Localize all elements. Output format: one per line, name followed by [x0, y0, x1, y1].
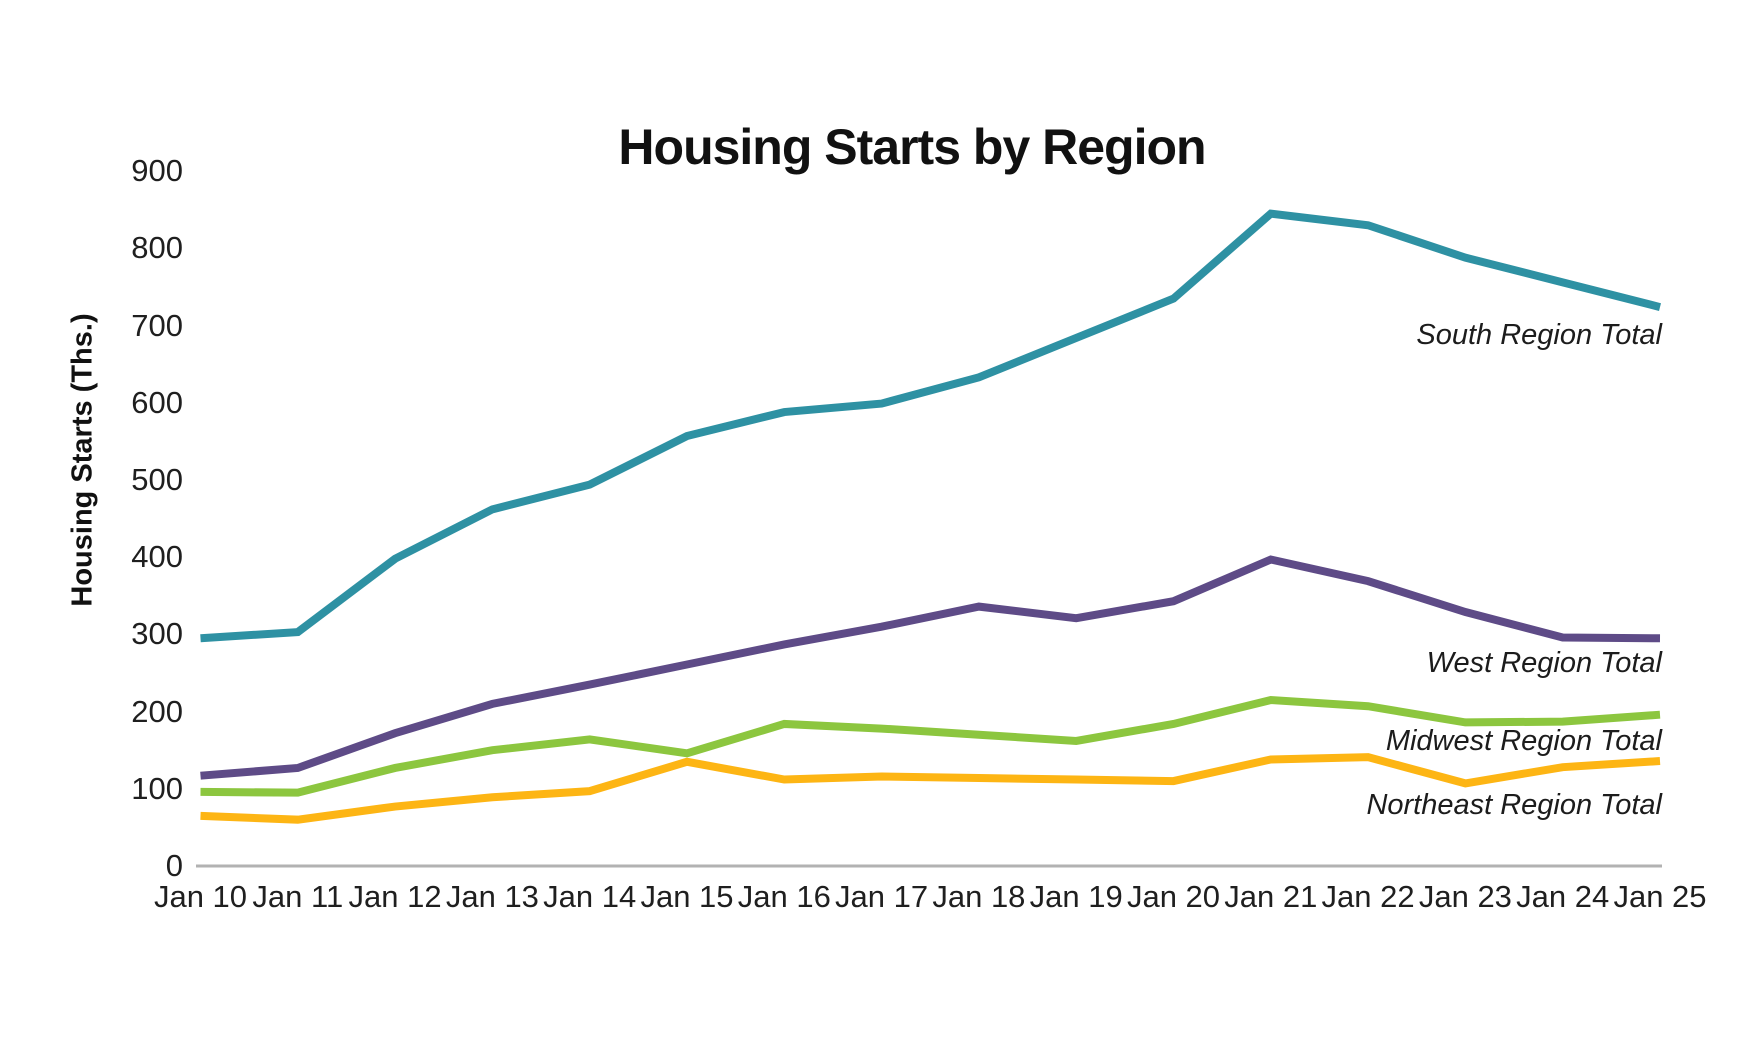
- y-tick-label-800: 800: [131, 230, 183, 266]
- y-tick-label-900: 900: [131, 153, 183, 189]
- x-tick-label-jan-13: Jan 13: [445, 879, 539, 914]
- chart-title: Housing Starts by Region: [618, 119, 1206, 175]
- series-line-south-region-total: [200, 209, 1661, 643]
- x-tick-label-jan-12: Jan 12: [348, 879, 442, 914]
- y-tick-label-600: 600: [131, 384, 183, 420]
- x-tick-label-jan-21: Jan 21: [1224, 879, 1318, 914]
- x-tick-label-jan-14: Jan 14: [543, 879, 637, 914]
- series-line-northeast-region-total: [200, 753, 1661, 824]
- y-tick-label-0: 0: [165, 848, 183, 883]
- series-label-west-region-total: West Region Total: [1426, 647, 1662, 680]
- x-tick-label-jan-17: Jan 17: [835, 879, 929, 914]
- series-label-midwest-region-total: Midwest Region Total: [1385, 724, 1662, 757]
- x-tick-label-jan-24: Jan 24: [1516, 879, 1610, 914]
- series-label-south-region-total: South Region Total: [1416, 319, 1662, 352]
- x-tick-label-jan-19: Jan 19: [1029, 879, 1123, 914]
- x-tick-label-jan-22: Jan 22: [1321, 879, 1415, 914]
- series-line-west-region-total: [200, 555, 1661, 780]
- x-tick-label-jan-10: Jan 10: [153, 879, 248, 914]
- x-tick-label-jan-15: Jan 15: [640, 879, 734, 914]
- series-label-northeast-region-total: Northeast Region Total: [1366, 789, 1662, 821]
- y-tick-label-100: 100: [131, 770, 183, 806]
- x-tick-label-jan-20: Jan 20: [1126, 879, 1221, 914]
- series-line-midwest-region-total: [200, 695, 1661, 797]
- y-tick-label-500: 500: [131, 462, 183, 497]
- x-tick-label-jan-23: Jan 23: [1418, 879, 1512, 914]
- y-tick-label-200: 200: [131, 693, 183, 729]
- x-tick-label-jan-18: Jan 18: [932, 879, 1026, 914]
- x-tick-label-jan-16: Jan 16: [737, 879, 831, 914]
- y-tick-label-400: 400: [131, 539, 183, 575]
- x-tick-label-jan-11: Jan 11: [252, 879, 344, 914]
- y-tick-label-300: 300: [131, 616, 183, 652]
- x-tick-label-jan-25: Jan 25: [1613, 879, 1707, 914]
- y-tick-label-700: 700: [131, 307, 183, 343]
